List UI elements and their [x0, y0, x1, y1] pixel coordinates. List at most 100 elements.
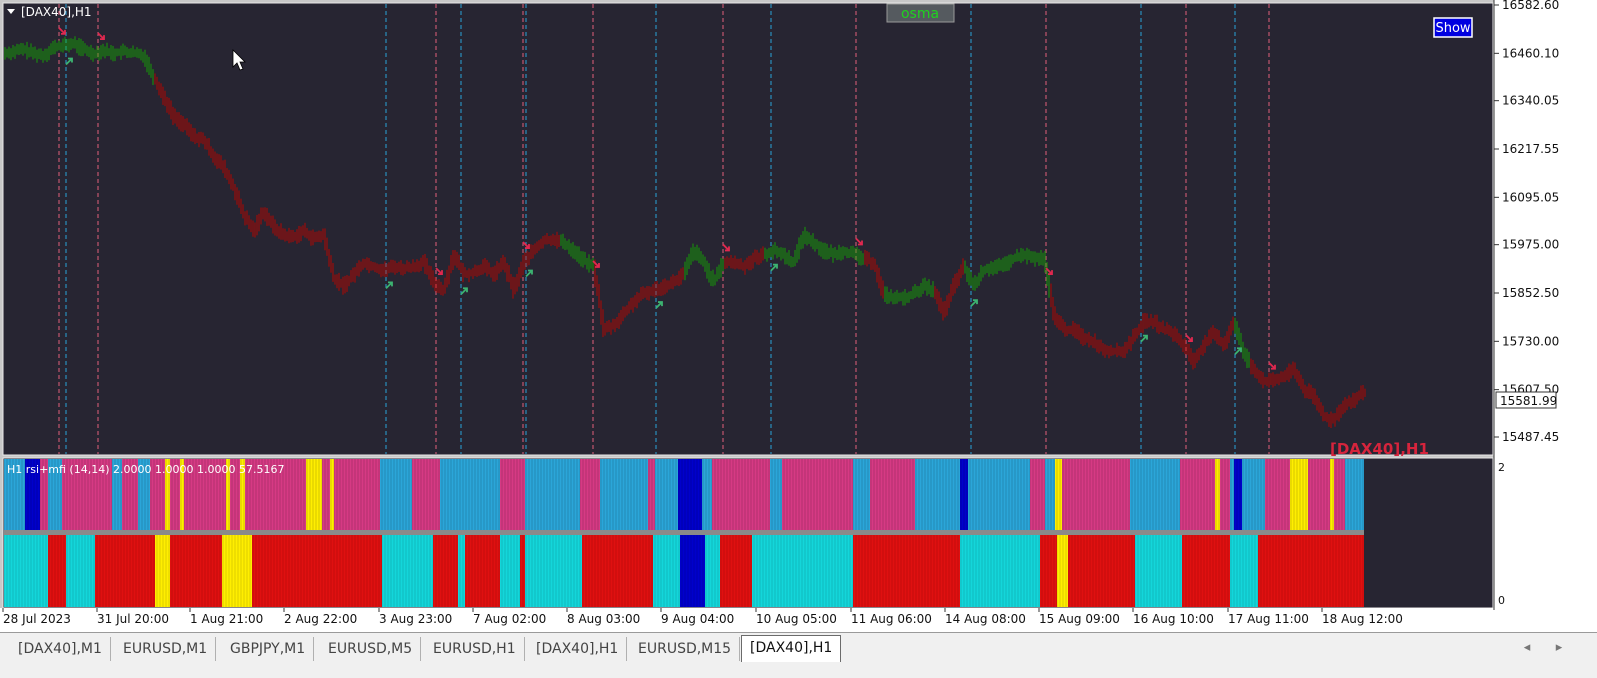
tab-eurusd-m15[interactable]: EURUSD,M15	[630, 637, 741, 661]
histogram-bottom-segment	[705, 535, 720, 607]
signal-vertical-lines	[58, 4, 1270, 454]
histogram-bottom-segment	[433, 535, 458, 607]
histogram-top-segment	[1308, 459, 1330, 530]
histogram-top-segment	[165, 459, 170, 530]
histogram-top-segment	[322, 459, 330, 530]
current-price-label: 15581.99	[1500, 394, 1557, 408]
tab-eurusd-m5[interactable]: EURUSD,M5	[320, 637, 422, 661]
histogram-top-segment	[412, 459, 440, 530]
osma-button-bg[interactable]	[886, 3, 955, 23]
price-tick-label: 16582.60	[1502, 0, 1559, 12]
histogram-top-segment	[48, 459, 62, 530]
tab-eurusd-h1[interactable]: EURUSD,H1	[425, 637, 525, 661]
indicator-axis-top: 2	[1498, 461, 1505, 474]
tab-dax40-m1[interactable]: [DAX40],M1	[10, 637, 111, 661]
tab-dax40-h1-active[interactable]: [DAX40],H1	[741, 635, 841, 662]
histogram-top-segment	[330, 459, 334, 530]
down-arrow-icon	[522, 241, 530, 249]
tab-eurusd-m1[interactable]: EURUSD,M1	[115, 637, 217, 661]
collapse-triangle-icon[interactable]	[7, 9, 15, 14]
time-axis-panel	[0, 608, 1494, 632]
up-arrow-icon	[970, 299, 978, 307]
up-arrow-icon	[525, 269, 533, 278]
histogram-top-segment	[240, 459, 245, 530]
price-tick-label: 15975.00	[1502, 238, 1559, 252]
histogram-top-segment	[230, 459, 240, 530]
histogram-bottom-segment	[500, 535, 520, 607]
histogram-top-segment	[1030, 459, 1045, 530]
chart-canvas[interactable]: 16582.60 16460.10 16340.05 16217.55 16095.05…	[0, 0, 1597, 632]
price-tick-label: 16340.05	[1502, 94, 1559, 108]
up-arrow-icon	[385, 281, 393, 289]
down-arrow-icon	[722, 243, 730, 252]
histogram-top-segment	[655, 459, 678, 530]
time-tick-label: 16 Aug 10:00	[1133, 612, 1214, 626]
histogram-bottom-segment	[720, 535, 752, 607]
time-tick-label: 8 Aug 03:00	[567, 612, 640, 626]
histogram-top-segment	[580, 459, 600, 530]
histogram-separator	[4, 530, 1364, 535]
osma-button[interactable]: osma	[901, 6, 939, 22]
show-button[interactable]: Show	[1435, 21, 1470, 36]
histogram-bottom-segment	[1182, 535, 1230, 607]
histogram-bottom-segment	[465, 535, 500, 607]
histogram-top-segment	[1265, 459, 1290, 530]
up-arrow-icon	[1140, 334, 1148, 343]
scroll-left-icon[interactable]: ◂	[1523, 640, 1531, 655]
histogram-top-segment	[853, 459, 870, 530]
histogram-bottom-segment	[520, 535, 525, 607]
histogram-bottom-segment	[1068, 535, 1135, 607]
histogram-bottom-segment	[653, 535, 680, 607]
histogram-top-segment	[380, 459, 412, 530]
time-tick-label: 9 Aug 04:00	[661, 612, 734, 626]
time-tick-label: 15 Aug 09:00	[1039, 612, 1120, 626]
histogram-top-segment	[500, 459, 525, 530]
mouse-cursor-icon	[232, 49, 246, 71]
histogram-top-segment	[1290, 459, 1308, 530]
scroll-right-icon[interactable]: ▸	[1555, 640, 1563, 655]
price-bars	[4, 36, 1366, 429]
histogram-top-segment	[334, 459, 380, 530]
histogram-top-segment	[1234, 459, 1242, 530]
histogram-bottom-segment	[222, 535, 252, 607]
histogram-top-segment	[1062, 459, 1130, 530]
histogram-bottom-segment	[1258, 535, 1364, 607]
time-tick-label: 10 Aug 05:00	[756, 612, 837, 626]
indicator-axis-bottom: 0	[1498, 594, 1505, 607]
histogram-top-segment	[440, 459, 500, 530]
histogram-top-segment	[150, 459, 165, 530]
tab-gbpjpy-m1[interactable]: GBPJPY,M1	[222, 637, 315, 661]
histogram-bottom-segment	[1135, 535, 1182, 607]
time-tick-label: 3 Aug 23:00	[379, 612, 452, 626]
histogram-top-segment	[245, 459, 306, 530]
histogram-top-segment	[1180, 459, 1215, 530]
histogram-top-segment	[960, 459, 968, 530]
up-arrow-icon	[770, 263, 778, 272]
tab-dax40-h1-a[interactable]: [DAX40],H1	[528, 637, 628, 661]
histogram-top-segment	[1220, 459, 1230, 530]
histogram-top-segment	[1130, 459, 1180, 530]
histogram-top-segment	[180, 459, 184, 530]
histogram-bottom-segment	[170, 535, 222, 607]
up-arrow-icon	[655, 301, 663, 309]
time-tick-label: 18 Aug 12:00	[1322, 612, 1403, 626]
histogram-top-segment	[915, 459, 960, 530]
down-arrow-icon	[58, 27, 66, 35]
indicator-histogram	[3, 459, 1364, 607]
histogram-bottom-segment	[960, 535, 1040, 607]
price-tick-label: 16460.10	[1502, 46, 1559, 60]
histogram-bottom-segment	[1040, 535, 1057, 607]
up-arrow-icon	[460, 287, 468, 295]
time-tick-label: 7 Aug 02:00	[473, 612, 546, 626]
current-price-box	[1495, 391, 1557, 409]
histogram-top-segment	[600, 459, 648, 530]
histogram-top-segment	[1345, 459, 1364, 530]
chart-window[interactable]: 16582.60 16460.10 16340.05 16217.55 16095.05…	[0, 0, 1597, 632]
histogram-top-segment	[525, 459, 580, 530]
time-tick-label: 14 Aug 08:00	[945, 612, 1026, 626]
histogram-top-segment	[184, 459, 226, 530]
show-button-bg[interactable]	[1433, 17, 1473, 38]
histogram-bottom-segment	[582, 535, 653, 607]
price-axis-panel	[1494, 0, 1597, 632]
chart-title: [DAX40],H1	[21, 5, 92, 19]
